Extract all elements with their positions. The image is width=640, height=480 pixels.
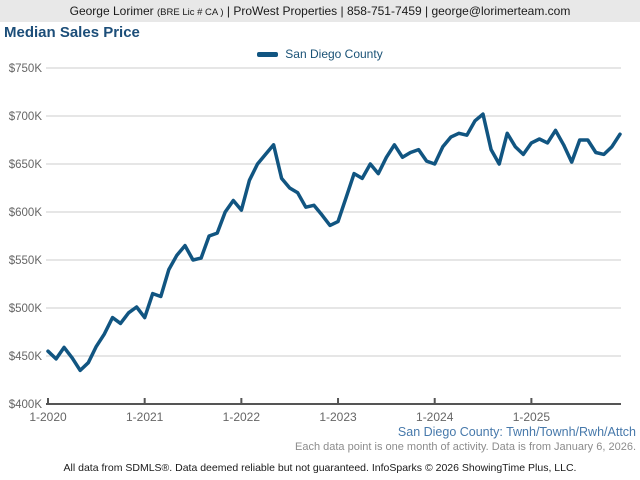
agent-contact: | ProWest Properties | 858-751-7459 | ge… <box>226 4 571 18</box>
agent-name: George Lorimer <box>69 4 154 18</box>
y-axis-label: $550K <box>9 255 43 267</box>
price-line-chart: $400K $450K $500K $550K $600K $650K $700K $750K… <box>9 63 622 423</box>
x-axis-label: 1-2022 <box>223 410 261 423</box>
data-note: Each data point is one month of activity… <box>295 441 636 453</box>
y-axis-label: $400K <box>9 399 43 411</box>
series-note: San Diego County: Twnh/Townh/Rwh/Attch <box>397 425 636 439</box>
x-axis-label: 1-2020 <box>29 410 67 423</box>
chart-area: $400K $450K $500K $550K $600K $650K $700K $750K… <box>0 58 640 423</box>
disclaimer: All data from SDMLS®. Data deemed reliab… <box>63 462 577 474</box>
agent-license: (BRE Lic # CA ) <box>157 7 224 18</box>
y-axis-label: $750K <box>9 63 43 75</box>
y-axis-label: $600K <box>9 207 43 219</box>
legend-swatch-san-diego-county <box>257 51 279 57</box>
series-line-san-diego-county <box>46 112 622 373</box>
x-axis-label: 1-2023 <box>319 410 357 423</box>
chart-legend: San Diego County <box>0 46 640 62</box>
page-title: Median Sales Price <box>4 24 140 41</box>
x-axis-label: 1-2021 <box>126 410 164 423</box>
x-axis-label: 1-2024 <box>416 410 454 423</box>
y-axis-label: $450K <box>9 351 43 363</box>
y-axis-label: $500K <box>9 303 43 315</box>
y-axis-label: $700K <box>9 111 43 123</box>
legend-label: San Diego County <box>285 47 383 61</box>
agent-info-bar: George Lorimer (BRE Lic # CA ) | ProWest… <box>0 0 640 22</box>
x-axis-label: 1-2025 <box>513 410 551 423</box>
y-axis-label: $650K <box>9 159 43 171</box>
